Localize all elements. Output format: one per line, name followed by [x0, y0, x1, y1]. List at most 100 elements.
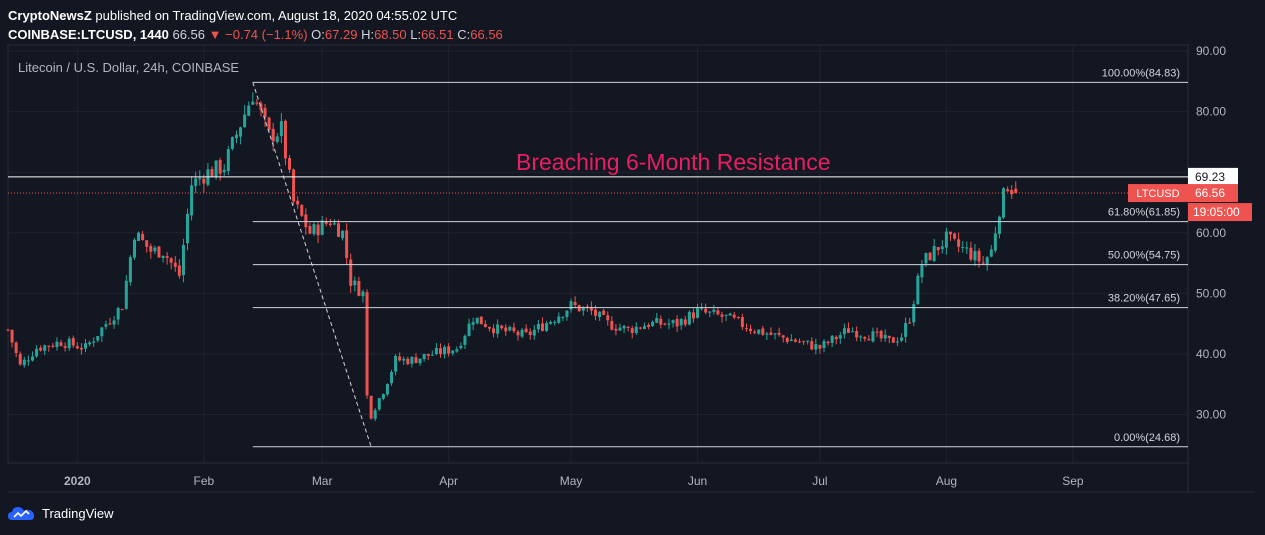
candle-body: [589, 307, 593, 311]
candle-body: [781, 335, 785, 338]
candle: [814, 338, 818, 355]
candle: [169, 257, 173, 270]
candle: [63, 342, 67, 352]
candle-body: [716, 310, 720, 315]
candle: [84, 339, 88, 353]
candle-body: [369, 395, 373, 419]
candle: [965, 241, 969, 255]
candle-body: [985, 257, 989, 265]
candle: [822, 339, 826, 353]
candle-body: [908, 322, 912, 324]
candle-body: [969, 247, 973, 260]
candle-body: [724, 314, 728, 316]
author-name[interactable]: CryptoNewsZ: [8, 8, 92, 23]
chart-title: Litecoin / U.S. Dollar, 24h, COINBASE: [18, 60, 239, 75]
candle: [30, 351, 34, 362]
candle: [35, 345, 39, 358]
candle: [483, 320, 487, 328]
y-tick-label: 90.00: [1196, 44, 1226, 58]
symbol-tag: [1128, 184, 1188, 203]
candle-body: [259, 103, 263, 110]
candle: [414, 353, 418, 364]
candle-body: [989, 249, 993, 257]
x-tick-label: Sep: [1062, 474, 1084, 488]
candle-body: [842, 328, 846, 335]
candle-body: [255, 102, 259, 104]
candle: [222, 164, 226, 176]
candle: [288, 154, 292, 173]
candle: [879, 329, 883, 342]
candle: [638, 326, 642, 330]
candle-body: [230, 137, 234, 149]
candle-body: [993, 233, 997, 251]
candle-body: [957, 239, 961, 247]
candle-body: [789, 339, 793, 342]
candle: [487, 326, 491, 332]
candle: [871, 327, 875, 343]
candle-body: [14, 342, 18, 354]
candle: [447, 343, 451, 357]
candle-body: [161, 255, 165, 258]
candle: [540, 317, 544, 332]
candle: [642, 322, 646, 330]
candle-body: [426, 353, 430, 356]
candle-body: [292, 169, 296, 202]
candle-body: [520, 329, 524, 337]
candle: [932, 238, 936, 263]
candle: [422, 353, 426, 362]
candle-body: [406, 358, 410, 365]
candle-body: [696, 308, 700, 318]
x-tick-label: Apr: [439, 474, 458, 488]
candle: [675, 315, 679, 333]
y-tick-label: 40.00: [1196, 347, 1226, 361]
candle-body: [377, 398, 381, 410]
fib-level-label: 50.00%(54.75): [1108, 250, 1180, 262]
candle-body: [581, 307, 585, 311]
candle: [345, 223, 349, 265]
candle-body: [116, 308, 120, 320]
candle: [149, 243, 153, 259]
candle: [279, 113, 283, 144]
candle: [357, 276, 361, 297]
candle-body: [936, 247, 940, 251]
candle: [602, 308, 606, 316]
candle-body: [487, 327, 491, 329]
candle: [659, 315, 663, 329]
candle-body: [651, 321, 655, 327]
candle-body: [769, 332, 773, 335]
candle: [606, 311, 610, 326]
candle: [997, 215, 1001, 239]
ohlc-line: COINBASE:LTCUSD, 1440 66.56 ▼ −0.74 (−1.…: [8, 25, 503, 44]
candle-body: [218, 159, 222, 174]
candle-body: [332, 223, 336, 225]
open-value: 67.29: [324, 27, 358, 42]
candle-body: [614, 328, 618, 331]
candle-body: [944, 231, 948, 248]
candle-body: [414, 357, 418, 363]
fib-level-label: 38.20%(47.65): [1108, 293, 1180, 305]
candle: [251, 92, 255, 105]
candle: [377, 397, 381, 411]
candle: [467, 318, 471, 337]
symbol-interval[interactable]: COINBASE:LTCUSD, 1440: [8, 27, 169, 42]
candle-body: [638, 327, 642, 329]
candle-body: [10, 329, 14, 343]
candle: [936, 246, 940, 256]
candle-body: [467, 323, 471, 337]
candle-body: [410, 357, 414, 364]
candle-body: [275, 136, 279, 142]
candle: [569, 298, 573, 313]
candle-body: [59, 342, 63, 346]
plot-frame: [7, 44, 1189, 464]
candle: [145, 240, 149, 253]
x-tick-label: 2020: [64, 474, 91, 488]
candle-body: [981, 262, 985, 264]
candle: [141, 230, 145, 241]
candle: [353, 276, 357, 292]
candle: [798, 338, 802, 344]
candle-body: [108, 323, 112, 325]
price-chart[interactable]: 30.00 40.00 50.00 60.00 80.00 90.00 2020 Feb Mar…: [0, 0, 1265, 500]
candle: [753, 329, 757, 335]
candle: [561, 316, 565, 322]
tradingview-logo[interactable]: TradingView: [8, 505, 114, 521]
